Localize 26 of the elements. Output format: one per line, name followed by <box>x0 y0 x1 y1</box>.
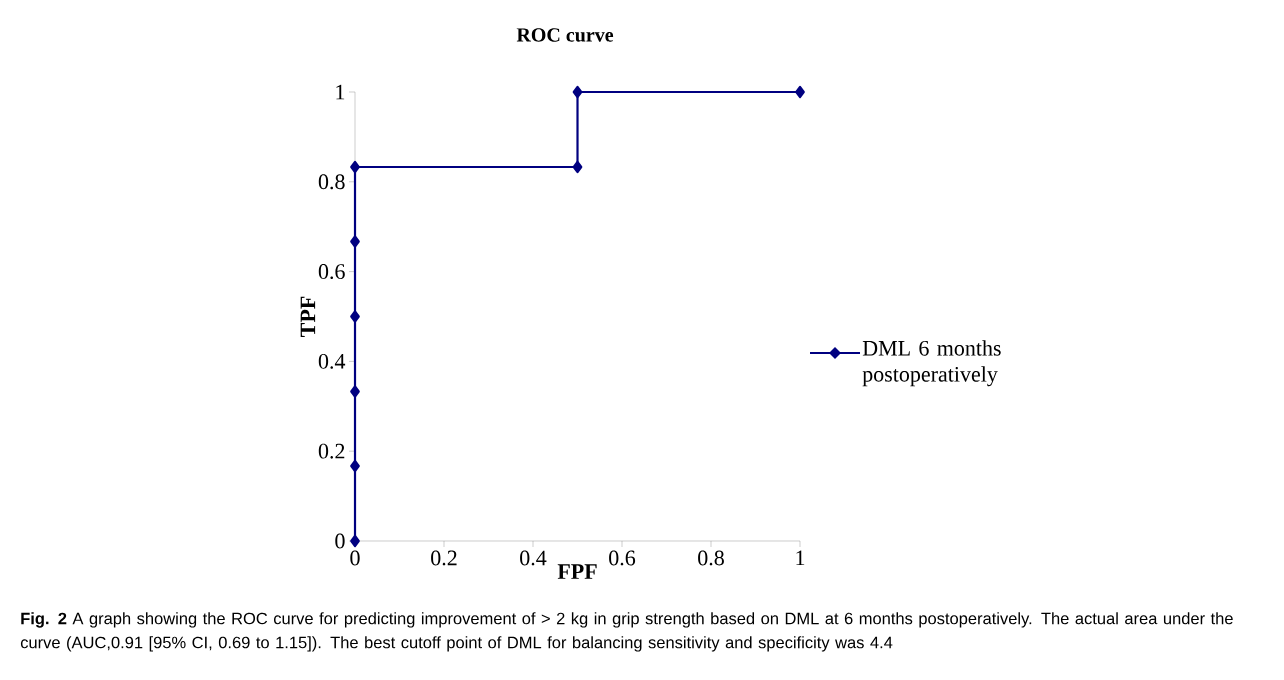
point <box>572 160 583 174</box>
text: Fig. 2 A graph showing the ROC curve for predicting improvement of > 2 kg in grip strength based on DML at 6 months postoperatively. The actual area under the curve (AUC,0.91 [95% CI, 0.69 to 1.15]). The best cutoff point of DML for balancing sensitivity and specificity was 4.4 <box>20 612 1233 652</box>
y-tick-label: 0.6 <box>318 264 345 280</box>
point <box>350 385 360 398</box>
x-tick-label: 0 <box>350 550 360 566</box>
y-tick-label: 0.2 <box>318 443 345 459</box>
x-tick-label: 1 <box>796 550 805 566</box>
point <box>350 534 360 548</box>
chart-title: ROC curve <box>516 28 614 42</box>
y-tick-label: 1 <box>336 84 345 100</box>
point <box>350 160 360 174</box>
point <box>350 459 360 473</box>
legend-label: DML 6 months postoperatively <box>862 340 1001 387</box>
point <box>350 235 360 248</box>
x-tick-label: 0.2 <box>431 550 457 566</box>
x-tick-label: 0.8 <box>698 550 724 566</box>
y-tick-label: 0.8 <box>318 174 345 190</box>
point <box>572 85 583 99</box>
y-tick-label: 0 <box>335 533 345 549</box>
x-axis-title: FPF <box>557 564 597 579</box>
x-tick-label: 0.6 <box>609 550 636 566</box>
point <box>350 310 360 323</box>
x-tick-label: 0.4 <box>520 550 547 566</box>
y-tick-label: 0.4 <box>318 353 346 369</box>
y-axis-title: TPF <box>300 296 316 337</box>
point <box>795 85 805 99</box>
